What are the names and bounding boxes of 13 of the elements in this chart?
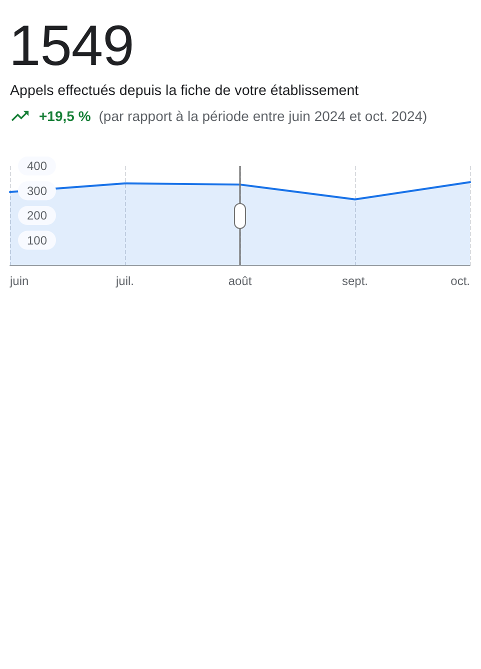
chart-subtitle: Appels effectués depuis la fiche de votre établissement xyxy=(10,82,359,100)
y-tick-label: 100 xyxy=(27,233,48,248)
x-tick-label: août xyxy=(228,274,252,288)
text: (par rapport à la période entre juin 2024 et oct. 2024) xyxy=(98,107,428,125)
y-tick-label: 300 xyxy=(27,184,48,198)
x-tick-label: juin xyxy=(9,274,29,288)
chart-title: 1549 xyxy=(9,14,134,78)
x-tick-label: sept. xyxy=(342,274,368,288)
x-tick-label: juil. xyxy=(114,274,134,288)
y-tick-label: 200 xyxy=(27,208,48,222)
y-tick-label: 400 xyxy=(27,159,48,173)
text: +19,5 % xyxy=(39,107,91,125)
x-tick-label: oct. xyxy=(450,274,470,288)
